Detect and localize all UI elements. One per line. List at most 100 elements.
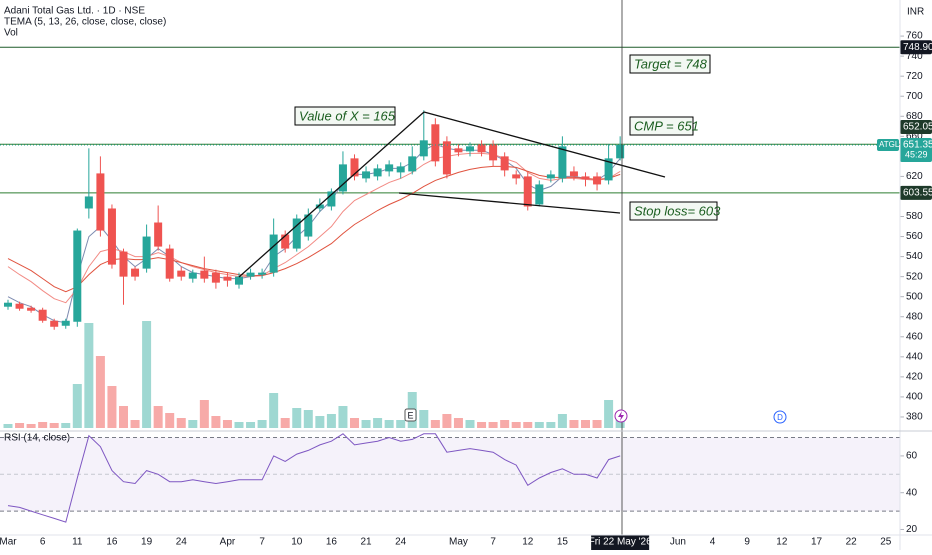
rsi-line [7, 433, 621, 523]
volume-bar [523, 422, 533, 428]
volume-legend[interactable]: Vol [4, 28, 18, 39]
y-tick-label: 440 [906, 351, 923, 362]
volume-bar [465, 420, 475, 428]
candle-body [281, 234, 290, 249]
candle-body [246, 272, 255, 277]
candle-body [142, 236, 151, 269]
trend-line [398, 192, 621, 214]
candle-body [362, 171, 371, 179]
volume-bar [49, 423, 59, 428]
countdown-label: 45:29 [905, 149, 928, 159]
candle-body [73, 230, 82, 322]
annotation-box [294, 106, 396, 126]
symbol-tag-label: ATGL [879, 140, 900, 149]
volume-bar [477, 422, 487, 428]
candle-body [84, 196, 93, 209]
candle-body [338, 164, 347, 192]
candle-body [327, 191, 336, 207]
candle-body [442, 141, 451, 175]
x-tick-label: Apr [220, 537, 236, 548]
volume-bar [211, 416, 221, 428]
volume-bar [384, 420, 394, 428]
price-tag-label: 748.90 [903, 42, 932, 53]
event-badge[interactable]: E [407, 410, 413, 420]
x-tick-label: Jun [670, 537, 686, 548]
plot-area: 3804004204404604805005205405605806006206… [0, 31, 932, 550]
volume-bar [15, 423, 25, 428]
x-tick-label: 6 [40, 537, 46, 548]
volume-bar [234, 422, 244, 428]
x-tick-label: Fri 22 May '26 [589, 537, 652, 548]
candle-body [211, 272, 220, 283]
rsi-legend[interactable]: RSI (14, close) [4, 433, 70, 444]
trend-line [238, 111, 425, 278]
y-tick-label: 660 [906, 131, 923, 142]
volume-bar [373, 418, 383, 428]
volume-bar [280, 418, 290, 428]
volume-bar [615, 420, 625, 428]
volume-bar [303, 410, 313, 428]
x-tick-label: 17 [811, 537, 823, 548]
volume-bar [153, 406, 163, 428]
candle-body [107, 208, 116, 265]
annotation-box [629, 54, 711, 74]
volume-bar [350, 418, 359, 428]
candle-body [581, 176, 590, 180]
trend-line [423, 111, 666, 178]
y-tick-label: 520 [906, 271, 923, 282]
volume-bar [361, 420, 371, 428]
x-tick-label: 15 [557, 537, 569, 548]
last-price-label: 651.35 [903, 140, 932, 151]
candle-body [535, 184, 544, 205]
x-tick-label: 9 [744, 537, 750, 548]
candle-body [131, 268, 140, 277]
volume-bar [165, 413, 175, 428]
volume-bar [453, 418, 463, 428]
x-tick-label: 16 [106, 537, 118, 548]
currency[interactable]: INR [907, 7, 924, 18]
x-tick-label: 22 [846, 537, 858, 548]
x-tick-label: 16 [326, 537, 338, 548]
candle-body [569, 171, 578, 177]
x-tick-label: 25 [880, 537, 892, 548]
volume-bar [534, 422, 544, 428]
event-badge-box[interactable] [404, 408, 417, 422]
candle-body [15, 303, 24, 309]
x-tick-label: 19 [141, 537, 153, 548]
y-tick-label: 480 [906, 311, 923, 322]
price-tag [900, 40, 932, 55]
volume-bar [38, 422, 48, 428]
volume-bar [130, 420, 140, 428]
x-tick-label: Mar [0, 537, 17, 548]
candle-body [235, 276, 243, 285]
volume-bar [430, 420, 440, 428]
dividend-badge-box[interactable] [773, 410, 787, 424]
volume-bar [188, 420, 198, 428]
x-tick-label: 11 [72, 537, 83, 548]
volume-bar [61, 423, 71, 428]
candle-body [315, 204, 324, 209]
y-tick-label: 460 [906, 331, 923, 342]
indicator-legend[interactable]: TEMA (5, 13, 26, close, close, close) [4, 17, 166, 28]
candle-body [27, 307, 36, 311]
candle-body [408, 156, 417, 172]
annotation-box [629, 116, 694, 136]
volume-bar [176, 418, 186, 428]
candle-body [604, 158, 613, 181]
y-tick-label: 500 [906, 291, 923, 302]
candle-body [50, 320, 59, 327]
volume-bar [107, 386, 117, 428]
y-tick-label: 700 [906, 91, 923, 102]
symbol-tag [877, 138, 899, 151]
candle-body [385, 164, 394, 172]
candle-body [188, 272, 197, 279]
volume-bar [246, 422, 256, 428]
symbol-title[interactable]: Adani Total Gas Ltd. · 1D · NSE [4, 6, 145, 17]
x-tick-label: 7 [259, 537, 265, 548]
annotation: Value of X = 165 [299, 108, 396, 123]
volume-bar [269, 393, 279, 428]
candle-body [350, 158, 359, 177]
dividend-badge[interactable]: D [777, 413, 783, 422]
price-tag [900, 185, 932, 200]
